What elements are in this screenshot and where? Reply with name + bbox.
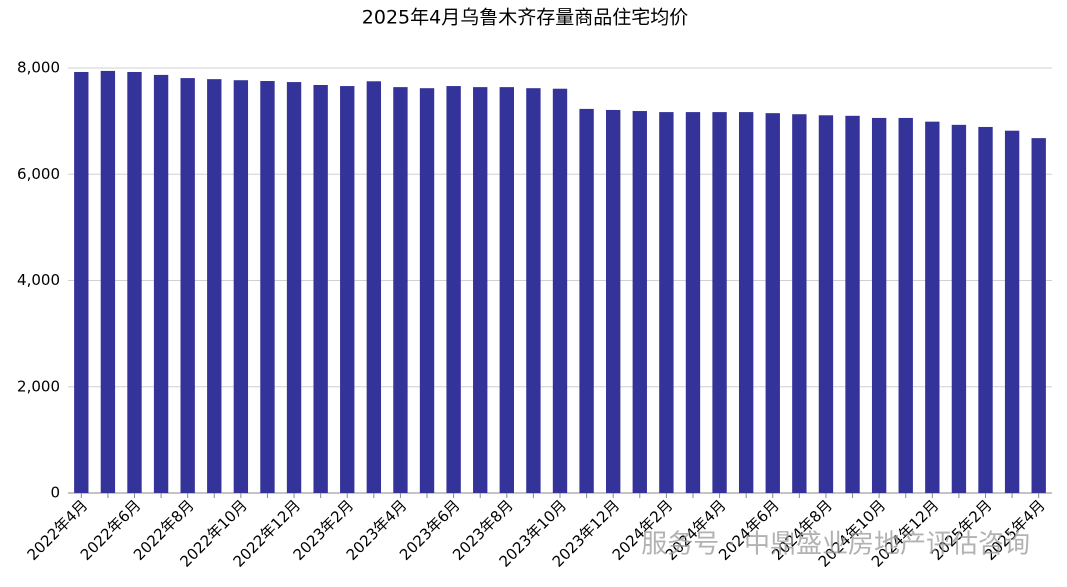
bar	[818, 115, 834, 493]
bar	[978, 126, 993, 493]
bar	[659, 112, 674, 493]
bar	[446, 86, 461, 493]
bar	[845, 115, 860, 493]
bar	[792, 114, 807, 493]
chart-title: 2025年4月乌鲁木齐存量商品住宅均价	[362, 7, 688, 29]
bar	[606, 109, 621, 493]
bar	[712, 112, 727, 493]
bar	[552, 88, 568, 493]
bar	[419, 88, 435, 493]
bar	[366, 81, 382, 493]
bar	[951, 124, 967, 493]
bar	[898, 117, 913, 493]
bar	[925, 121, 940, 493]
bar	[74, 71, 89, 493]
bar	[340, 86, 355, 493]
watermark: 服务号 · 中鼎盛业房地产评估咨询	[641, 530, 1030, 560]
bar	[579, 108, 594, 493]
bar	[260, 81, 275, 493]
bar	[207, 79, 222, 493]
bar	[286, 82, 302, 493]
bar	[499, 87, 514, 493]
y-tick-label: 6,000	[17, 165, 60, 183]
bar	[473, 87, 488, 493]
y-tick-label: 8,000	[17, 59, 60, 77]
bar	[738, 112, 754, 493]
bar	[1031, 138, 1046, 493]
y-tick-label: 4,000	[17, 271, 60, 289]
bar	[393, 87, 408, 493]
bar	[313, 85, 328, 493]
bar	[100, 70, 116, 493]
y-tick-label: 2,000	[17, 377, 60, 395]
bar	[685, 112, 701, 493]
y-tick-label: 0	[50, 484, 60, 502]
bar	[632, 111, 647, 493]
bar	[180, 78, 195, 493]
bar	[127, 71, 142, 493]
bar	[871, 117, 887, 493]
bar	[526, 88, 541, 493]
bar	[153, 74, 169, 493]
bar	[233, 80, 249, 493]
bar	[1004, 130, 1020, 493]
bar	[765, 113, 780, 493]
